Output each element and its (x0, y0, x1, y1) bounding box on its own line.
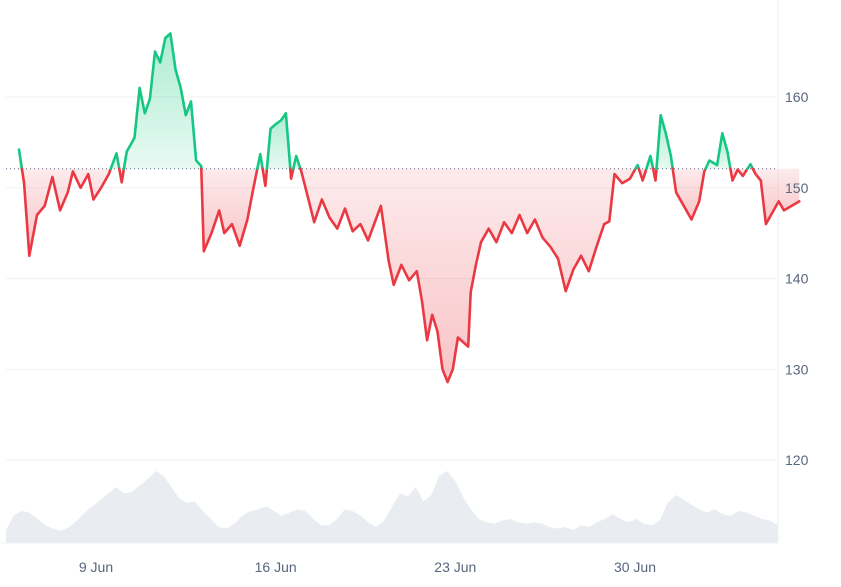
price-line-below-11[interactable] (299, 167, 637, 384)
y-tick-label-130: 130 (785, 361, 809, 377)
price-line-below-1[interactable] (20, 167, 113, 258)
price-line-below-3[interactable] (118, 167, 126, 184)
price-line-above-18[interactable] (704, 132, 732, 170)
price-line-above-16[interactable] (655, 113, 674, 170)
below-fill-19 (730, 168, 748, 181)
y-tick-label-160: 160 (785, 89, 809, 105)
volume-area (6, 471, 778, 543)
price-line-above-10[interactable] (292, 154, 302, 170)
above-fill-4 (123, 33, 202, 169)
price-line-above-0[interactable] (17, 148, 24, 170)
below-fill-21 (752, 168, 800, 225)
price-line-above-2[interactable] (109, 152, 121, 170)
x-axis-ticks: 9 Jun 16 Jun 23 Jun 30 Jun (79, 559, 656, 575)
price-line-below-9[interactable] (289, 167, 295, 180)
price-line-above-4[interactable] (122, 32, 203, 170)
price-line-below-21[interactable] (751, 167, 801, 226)
below-fill-17 (672, 168, 706, 220)
price-line-above-8[interactable] (265, 112, 292, 170)
y-tick-label-140: 140 (785, 271, 809, 287)
y-axis-ticks: 120 130 140 150 160 (785, 89, 809, 468)
below-fill-11 (300, 168, 636, 382)
below-fill-1 (21, 168, 111, 256)
price-line-above-14[interactable] (645, 154, 655, 170)
price-line-below-15[interactable] (651, 167, 658, 182)
price-line-below-19[interactable] (729, 167, 749, 182)
x-tick-label-30-jun: 30 Jun (614, 559, 656, 575)
area-fills (19, 33, 800, 382)
price-line-above-6[interactable] (256, 152, 264, 170)
price-lines[interactable] (17, 32, 801, 384)
y-tick-label-150: 150 (785, 180, 809, 196)
price-line-below-7[interactable] (261, 167, 269, 188)
y-tick-label-120: 120 (785, 452, 809, 468)
x-tick-label-16-jun: 16 Jun (255, 559, 297, 575)
price-line-below-13[interactable] (637, 167, 648, 182)
price-line-below-17[interactable] (671, 167, 707, 221)
x-tick-label-23-jun: 23 Jun (434, 559, 476, 575)
price-line-below-5[interactable] (200, 167, 259, 253)
x-tick-label-9-jun: 9 Jun (79, 559, 113, 575)
price-line-above-20[interactable] (746, 162, 755, 170)
